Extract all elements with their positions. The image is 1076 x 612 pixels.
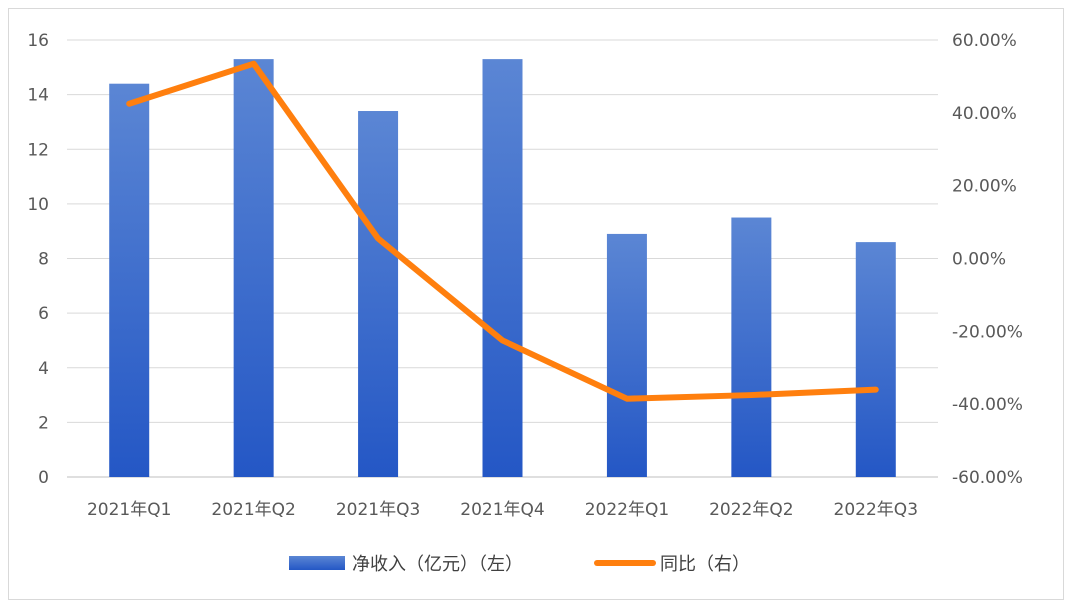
- x-tick-label: 2022年Q1: [585, 500, 669, 520]
- bar: [606, 233, 647, 477]
- left-tick-label: 16: [27, 31, 49, 51]
- x-tick-label: 2022年Q3: [834, 500, 918, 520]
- legend-bar-label: 净收入（亿元）（左）: [352, 554, 523, 575]
- x-tick-label: 2021年Q2: [211, 500, 295, 520]
- left-tick-label: 4: [38, 359, 49, 379]
- bar-series: [109, 59, 896, 478]
- x-tick-label: 2021年Q3: [336, 500, 420, 520]
- x-tick-label: 2021年Q1: [87, 500, 171, 520]
- left-tick-label: 14: [27, 86, 49, 106]
- x-tick-label: 2022年Q2: [709, 500, 793, 520]
- right-tick-label: -20.00%: [952, 322, 1023, 342]
- right-tick-label: 20.00%: [952, 177, 1017, 197]
- right-tick-label: -60.00%: [952, 468, 1023, 488]
- left-tick-label: 10: [27, 195, 49, 215]
- left-tick-label: 0: [38, 468, 49, 488]
- right-tick-label: -40.00%: [952, 395, 1023, 415]
- left-tick-label: 6: [38, 304, 49, 324]
- right-tick-label: 0.00%: [952, 250, 1006, 270]
- bar: [855, 242, 896, 477]
- left-tick-label: 8: [38, 250, 49, 270]
- legend-line-label: 同比（右）: [660, 554, 750, 575]
- right-tick-label: 60.00%: [952, 31, 1017, 51]
- bar: [731, 217, 772, 477]
- x-tick-label: 2021年Q4: [460, 500, 544, 520]
- bar: [233, 59, 274, 478]
- left-tick-label: 2: [38, 413, 49, 433]
- line-series: [126, 60, 879, 402]
- bar: [109, 83, 150, 477]
- legend-bar-swatch: [289, 556, 345, 570]
- bar: [482, 59, 523, 478]
- bar: [358, 111, 399, 477]
- right-y-axis: -60.00% -40.00% -20.00% 0.00% 20.00% 40.00% 60…: [952, 31, 1023, 488]
- left-y-axis: 0 2 4 6 8 10 12 14 16: [27, 31, 49, 488]
- x-axis: 2021年Q1 2021年Q2 2021年Q3 2021年Q4 2022年Q1 2022年…: [87, 500, 918, 520]
- left-tick-label: 12: [27, 140, 49, 160]
- right-tick-label: 40.00%: [952, 104, 1017, 124]
- legend: 净收入（亿元）（左） 同比（右）: [289, 554, 750, 575]
